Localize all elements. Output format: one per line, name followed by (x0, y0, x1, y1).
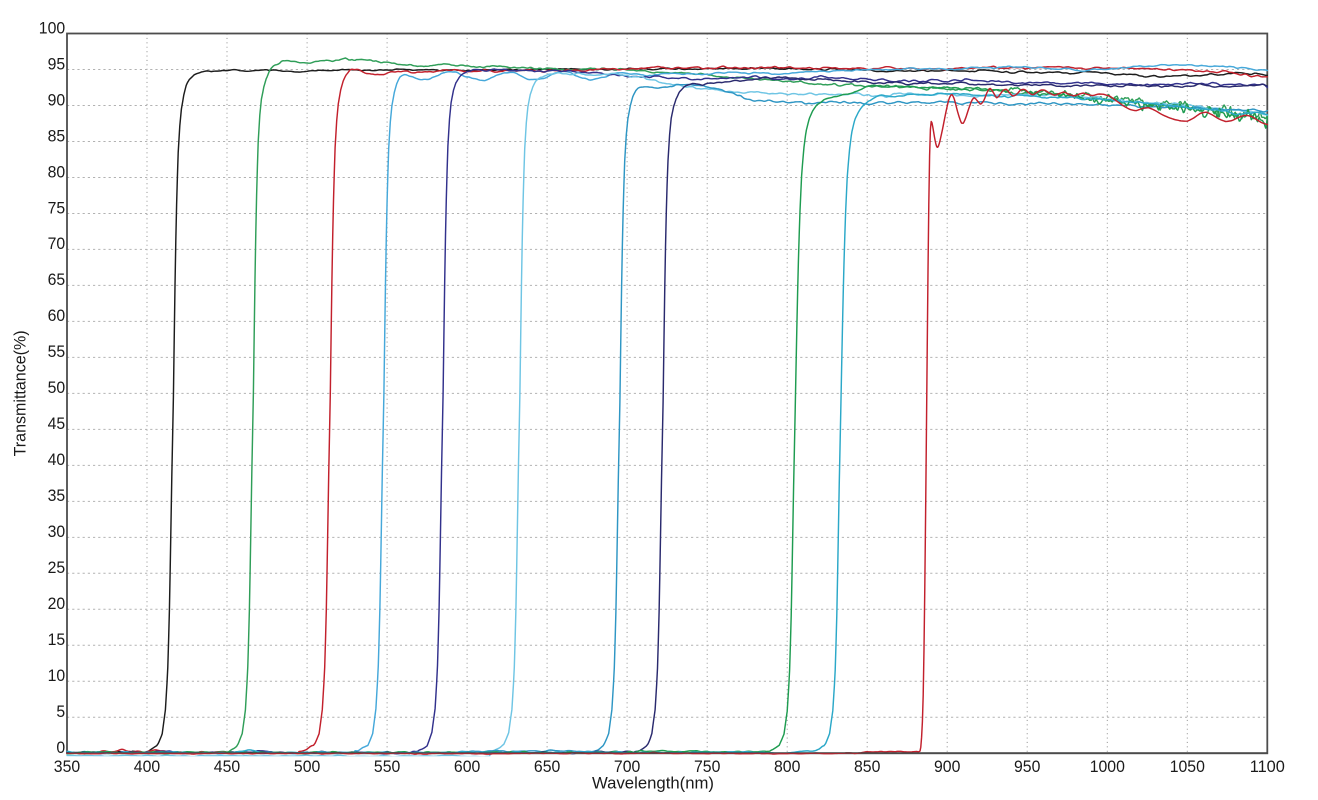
svg-text:35: 35 (48, 486, 66, 505)
svg-text:400: 400 (134, 757, 160, 776)
svg-text:350: 350 (54, 757, 80, 776)
svg-text:80: 80 (48, 162, 66, 181)
svg-text:85: 85 (48, 126, 66, 145)
svg-text:850: 850 (854, 757, 880, 776)
svg-text:450: 450 (214, 757, 240, 776)
svg-text:1100: 1100 (1250, 757, 1285, 776)
svg-text:25: 25 (48, 558, 66, 577)
svg-text:65: 65 (48, 270, 66, 289)
svg-text:550: 550 (374, 757, 400, 776)
svg-text:1050: 1050 (1170, 757, 1205, 776)
svg-text:900: 900 (934, 757, 960, 776)
svg-text:10: 10 (48, 666, 66, 685)
svg-text:Wavelength(nm): Wavelength(nm) (592, 773, 714, 792)
svg-text:750: 750 (694, 757, 720, 776)
svg-text:1000: 1000 (1090, 757, 1125, 776)
svg-text:0: 0 (56, 738, 65, 757)
svg-text:70: 70 (48, 234, 66, 253)
svg-text:500: 500 (294, 757, 320, 776)
svg-text:40: 40 (48, 450, 66, 469)
svg-text:800: 800 (774, 757, 800, 776)
svg-text:600: 600 (454, 757, 480, 776)
svg-text:15: 15 (48, 630, 66, 649)
svg-text:Transmittance(%): Transmittance(%) (12, 330, 30, 456)
svg-text:700: 700 (614, 757, 640, 776)
svg-text:45: 45 (48, 414, 66, 433)
svg-text:650: 650 (534, 757, 560, 776)
svg-text:20: 20 (48, 594, 66, 613)
svg-text:5: 5 (56, 702, 65, 721)
svg-text:55: 55 (48, 342, 66, 361)
svg-text:90: 90 (48, 90, 66, 109)
svg-text:75: 75 (48, 198, 66, 217)
svg-text:60: 60 (48, 306, 66, 325)
svg-text:100: 100 (39, 18, 65, 37)
svg-text:950: 950 (1014, 757, 1040, 776)
svg-text:50: 50 (48, 378, 66, 397)
svg-text:30: 30 (48, 522, 66, 541)
svg-text:95: 95 (48, 54, 66, 73)
